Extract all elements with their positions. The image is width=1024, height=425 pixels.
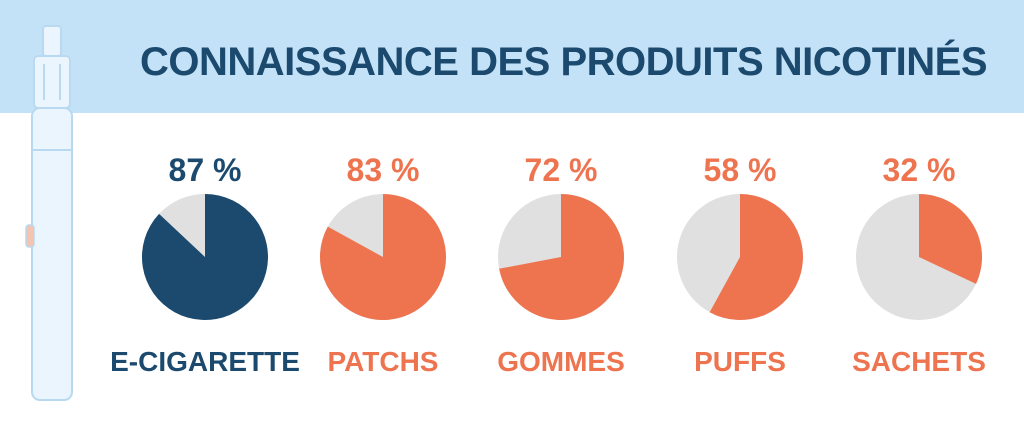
pie-patchs: 83 % PATCHS xyxy=(319,152,446,377)
value-label: 58 % xyxy=(704,152,777,188)
value-label: 32 % xyxy=(883,152,956,188)
pie-sachets: 32 % SACHETS xyxy=(852,152,986,377)
e-cigarette-illustration xyxy=(25,25,73,401)
category-label: E-CIGARETTE xyxy=(110,346,300,377)
value-label: 83 % xyxy=(347,152,420,188)
pie-gommes: 72 % GOMMES xyxy=(497,152,625,377)
value-label: 72 % xyxy=(525,152,598,188)
pie-slice-value xyxy=(141,194,268,321)
value-label: 87 % xyxy=(169,152,242,188)
pie-slice-value xyxy=(319,194,446,321)
header-banner xyxy=(0,0,1024,113)
page-title: CONNAISSANCE DES PRODUITS NICOTINÉS xyxy=(140,40,988,84)
category-label: PUFFS xyxy=(694,346,786,377)
category-label: SACHETS xyxy=(852,346,986,377)
pie-puffs: 58 % PUFFS xyxy=(677,152,803,377)
pie-slice-value xyxy=(709,194,803,320)
category-label: PATCHS xyxy=(328,346,439,377)
pie-slice-value xyxy=(919,194,982,284)
pie-e-cigarette: 87 % E-CIGARETTE xyxy=(110,152,300,377)
category-label: GOMMES xyxy=(497,346,625,377)
pie-slice-value xyxy=(499,194,625,320)
